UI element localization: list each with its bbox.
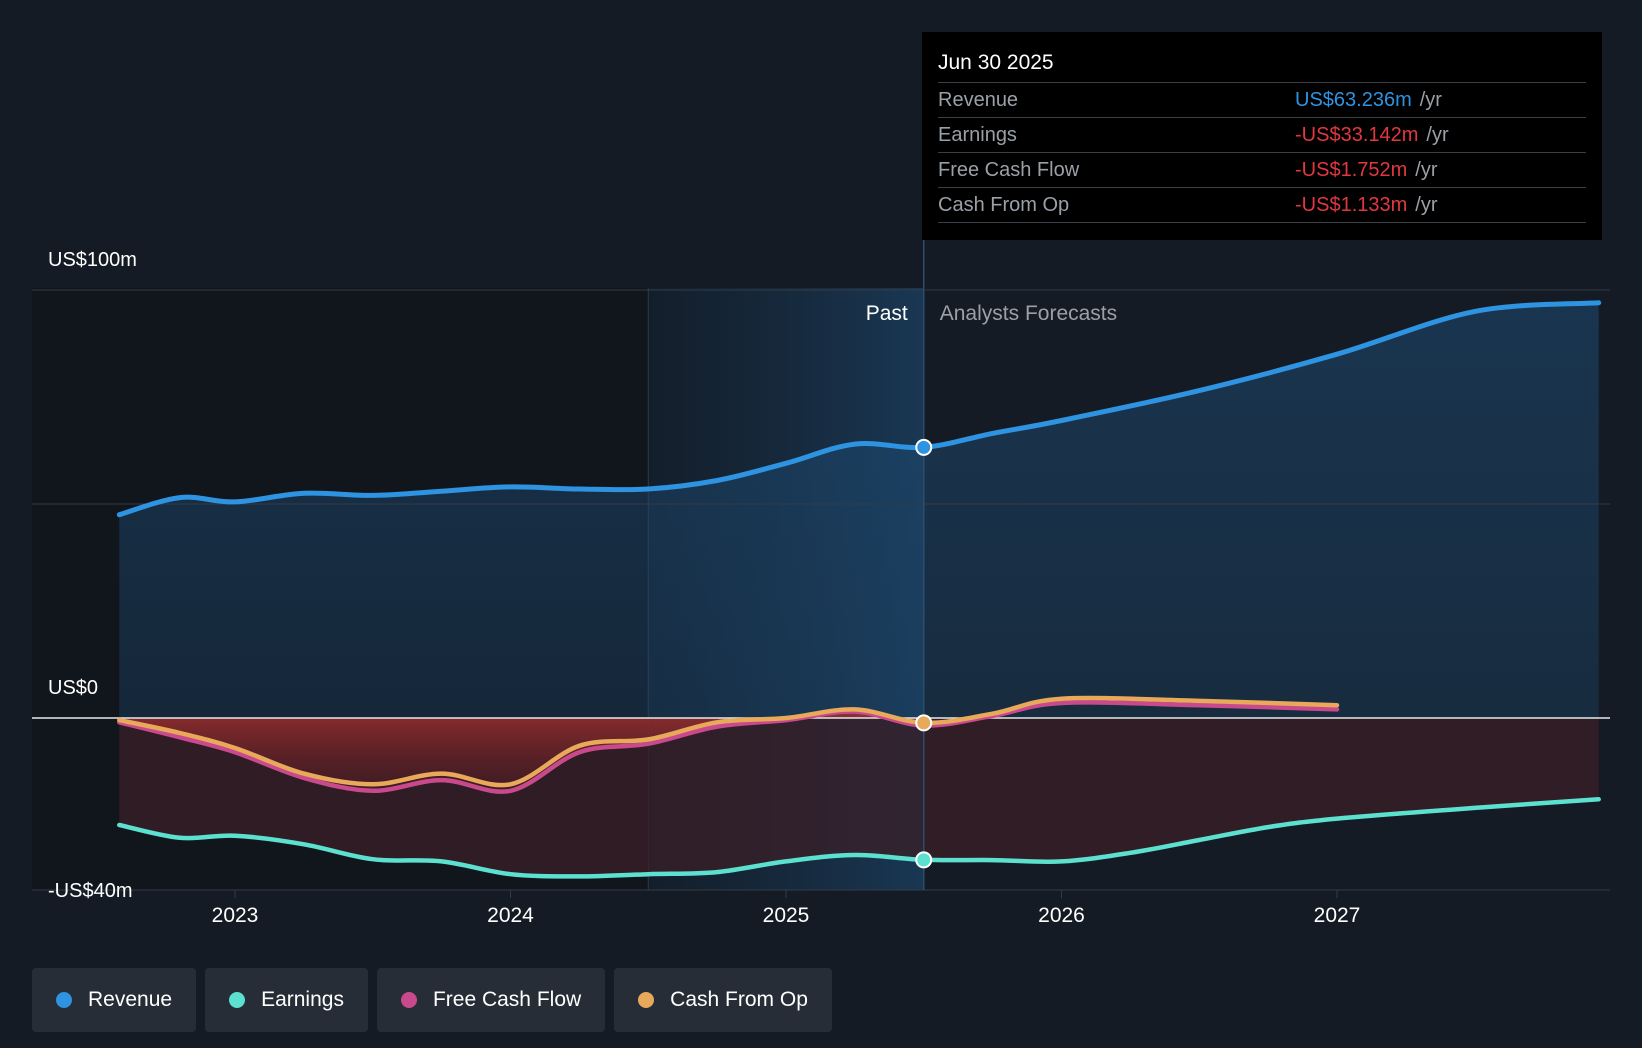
tooltip-row-revenue: Revenue US$63.236m /yr — [938, 83, 1586, 118]
x-tick-label: 2027 — [1314, 904, 1361, 927]
y-axis-label: US$100m — [48, 249, 137, 271]
earnings-line — [117, 797, 1601, 879]
tooltip-label: Cash From Op — [938, 194, 1070, 216]
legend-item-earnings[interactable]: Earnings — [205, 968, 368, 1032]
legend-dot-icon — [229, 992, 246, 1008]
legend-dot-icon — [56, 992, 72, 1008]
legend-dot-icon — [638, 992, 655, 1008]
tooltip-unit: /yr — [1415, 159, 1438, 181]
legend-label: Revenue — [88, 988, 173, 1011]
legend-label: Cash From Op — [670, 988, 808, 1011]
tooltip-value: -US$1.752m — [1295, 159, 1408, 181]
tooltip-unit: /yr — [1415, 194, 1438, 216]
revenue-point — [915, 438, 933, 456]
legend-dot-icon — [400, 992, 417, 1008]
x-tick-label: 2024 — [487, 904, 534, 927]
tooltip-label: Free Cash Flow — [938, 159, 1080, 181]
tooltip-value: -US$1.133m — [1295, 194, 1408, 216]
legend-item-free-cash-flow[interactable]: Free Cash Flow — [376, 968, 606, 1032]
legend-label: Free Cash Flow — [432, 988, 582, 1011]
y-axis-label: US$0 — [48, 677, 98, 699]
x-tick-label: 2025 — [763, 904, 810, 927]
tooltip-label: Earnings — [938, 124, 1017, 146]
tooltip-date: Jun 30 2025 — [938, 48, 1586, 83]
revenue-area — [119, 302, 1599, 718]
x-tick-label: 2026 — [1038, 904, 1085, 927]
tooltip-row-free-cash-flow: Free Cash Flow -US$1.752m /yr — [938, 153, 1586, 188]
past-label: Past — [866, 302, 908, 325]
free-cash-flow-line — [117, 700, 1340, 794]
tooltip-unit: /yr — [1419, 89, 1442, 111]
cash-from-op-point — [915, 714, 933, 732]
legend-label: Earnings — [261, 988, 344, 1011]
legend-item-cash-from-op[interactable]: Cash From Op — [614, 968, 832, 1032]
forecast-label: Analysts Forecasts — [940, 302, 1117, 325]
tooltip-value: -US$33.142m — [1295, 124, 1419, 146]
tooltip: Jun 30 2025 Revenue US$63.236m /yr Earni… — [922, 32, 1602, 240]
tooltip-unit: /yr — [1426, 124, 1449, 146]
tooltip-value: US$63.236m — [1295, 89, 1412, 111]
cash-from-op-line — [117, 695, 1340, 788]
legend: Revenue Earnings Free Cash Flow Cash Fro… — [32, 968, 832, 1032]
tooltip-row-cash-from-op: Cash From Op -US$1.133m /yr — [938, 188, 1586, 223]
x-tick-label: 2023 — [212, 904, 259, 927]
revenue-line — [116, 300, 1602, 518]
tooltip-label: Revenue — [938, 89, 1019, 111]
earnings-point — [915, 851, 933, 869]
tooltip-row-earnings: Earnings -US$33.142m /yr — [938, 118, 1586, 153]
y-axis-label: -US$40m — [48, 880, 132, 902]
cash-flow-area — [119, 711, 924, 792]
legend-item-revenue[interactable]: Revenue — [32, 968, 197, 1032]
